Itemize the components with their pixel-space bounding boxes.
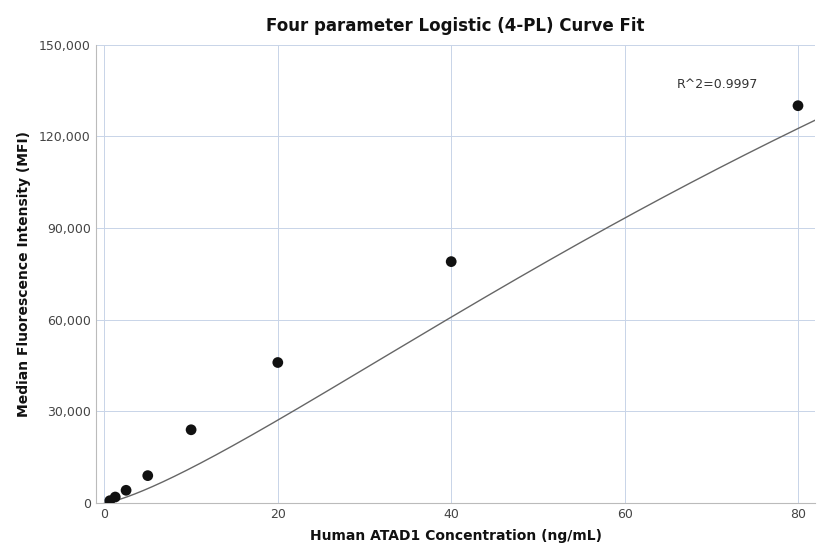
Point [791,101,805,110]
Point [141,471,155,480]
Y-axis label: Median Fluorescence Intensity (MFI): Median Fluorescence Intensity (MFI) [17,131,31,417]
Point [444,257,458,266]
Text: R^2=0.9997: R^2=0.9997 [676,78,758,91]
Point [271,358,285,367]
Point [109,493,122,502]
Point [103,496,116,505]
X-axis label: Human ATAD1 Concentration (ng/mL): Human ATAD1 Concentration (ng/mL) [310,529,602,543]
Point [120,486,133,495]
Title: Four parameter Logistic (4-PL) Curve Fit: Four parameter Logistic (4-PL) Curve Fit [266,17,645,35]
Point [185,425,198,434]
